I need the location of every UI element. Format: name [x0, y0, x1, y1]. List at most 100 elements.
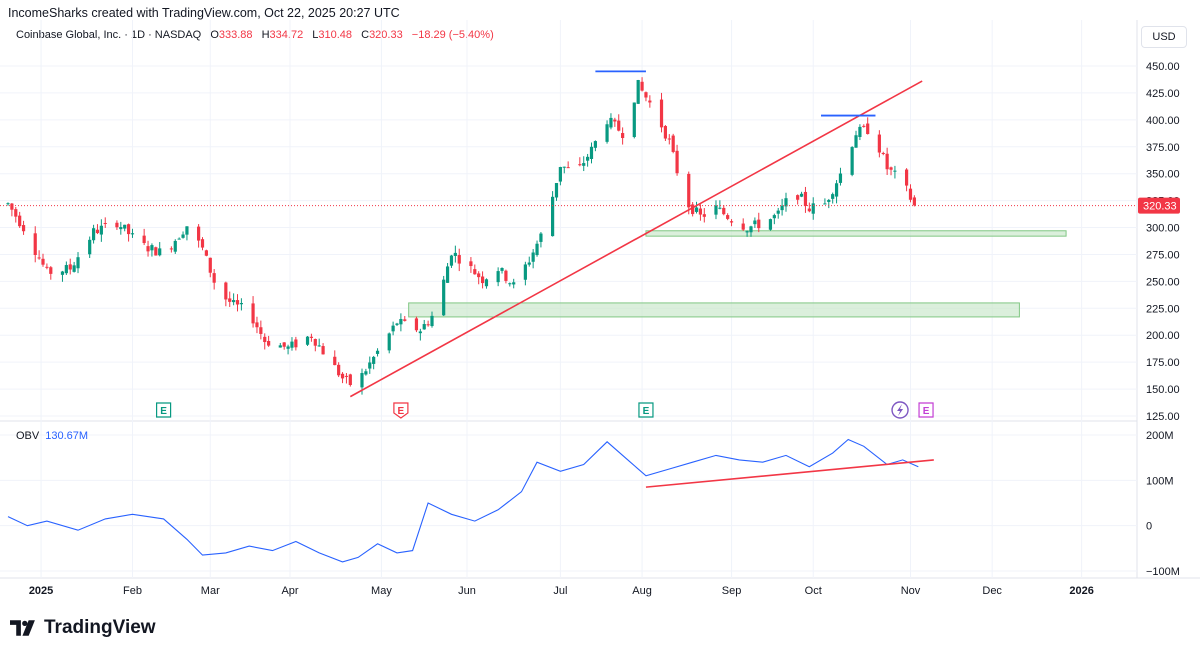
candle-body — [372, 356, 376, 364]
earnings-marker — [156, 402, 172, 418]
candle-body — [263, 336, 267, 343]
candle-body — [142, 235, 146, 244]
candle-body — [562, 166, 566, 168]
time-tick-label: Oct — [805, 585, 822, 597]
price-tick-label: 375.00 — [1146, 142, 1180, 154]
candle-body — [508, 283, 512, 285]
last-price-label: 320.33 — [1143, 201, 1177, 213]
candle-body — [807, 208, 811, 212]
candle-body — [146, 246, 150, 252]
candle-body — [823, 203, 827, 205]
candle-body — [648, 100, 652, 103]
candle-body — [531, 252, 535, 262]
time-tick-label: Jul — [553, 585, 567, 597]
time-tick-label: Sep — [722, 585, 742, 597]
candle-body — [208, 257, 212, 273]
candle-body — [403, 319, 407, 321]
tradingview-brand[interactable]: TradingView — [10, 617, 156, 639]
candle-body — [551, 196, 555, 237]
candle-body — [811, 203, 815, 214]
candle-body — [290, 341, 294, 348]
price-tick-label: 125.00 — [1146, 411, 1180, 423]
candle-body — [722, 207, 726, 215]
candle-body — [6, 203, 10, 205]
candle-body — [426, 324, 430, 326]
candle-body — [862, 125, 866, 127]
symbol-legend: Coinbase Global, Inc. · 1D · NASDAQ O333… — [16, 29, 494, 41]
candle-body — [768, 219, 773, 230]
earnings-marker — [393, 402, 409, 419]
time-axis[interactable]: 2025 Feb Mar Apr May Jun Jul Aug Sep Oct Nov Dec 202… — [29, 585, 1094, 597]
candle-body — [282, 342, 286, 347]
candle-body — [586, 156, 590, 161]
candle-body — [694, 207, 699, 212]
candle-body — [399, 319, 403, 325]
candle-body — [749, 226, 753, 233]
obv-value: 130.67M — [45, 430, 89, 442]
obv-tick-label: 0 — [1146, 521, 1152, 533]
candle-body — [305, 336, 310, 345]
candle-body — [834, 183, 839, 197]
candle-body — [784, 198, 788, 207]
candle-body — [18, 215, 22, 227]
candle-body — [687, 173, 691, 208]
candle-body — [799, 193, 804, 197]
candle-body — [313, 339, 317, 346]
candle-body — [72, 265, 76, 272]
candle-body — [422, 324, 426, 330]
candle-body — [663, 126, 668, 139]
time-tick-label: Jun — [458, 585, 476, 597]
obv-legend[interactable]: OBV 130.67M — [16, 430, 88, 442]
candle-body — [500, 267, 504, 271]
candle-body — [877, 134, 881, 153]
candle-body — [364, 371, 368, 375]
candle-body — [119, 227, 123, 230]
candle-body — [593, 141, 597, 148]
candle-body — [512, 282, 516, 285]
candle-body — [200, 239, 205, 248]
candle-body — [33, 233, 37, 255]
candle-body — [780, 205, 784, 211]
candle-body — [395, 323, 399, 325]
obv-tick-label: 200M — [1146, 430, 1174, 442]
price-tick-label: 400.00 — [1146, 115, 1180, 127]
candle-body — [796, 195, 800, 200]
candle-body — [908, 188, 913, 200]
candle-body — [251, 303, 255, 324]
candle-body — [469, 261, 473, 267]
candle-body — [718, 207, 722, 209]
price-tick-label: 350.00 — [1146, 169, 1180, 181]
candle-body — [838, 173, 843, 183]
candle-body — [831, 194, 835, 199]
candle-body — [49, 267, 53, 274]
candle-body — [753, 220, 757, 225]
candle-body — [177, 238, 181, 240]
candle-body — [640, 81, 644, 91]
candle-body — [88, 239, 92, 255]
candle-body — [317, 345, 321, 347]
drawings[interactable] — [349, 70, 923, 398]
candle-body — [745, 231, 749, 233]
candle-body — [776, 210, 780, 214]
time-tick-label: Feb — [123, 585, 142, 597]
symbol-name[interactable]: Coinbase Global, Inc. · 1D · NASDAQ — [16, 29, 202, 41]
candle-body — [267, 340, 271, 346]
earnings-marker-label: E — [160, 406, 167, 417]
candle-body — [255, 322, 259, 328]
currency-button[interactable]: USD — [1141, 26, 1187, 48]
time-tick-label: Mar — [201, 585, 220, 597]
candle-body — [858, 126, 862, 137]
earnings-marker — [638, 402, 654, 418]
candle-body — [337, 364, 341, 376]
time-tick-label: Dec — [982, 585, 1002, 597]
candle-body — [554, 183, 559, 198]
candle-body — [154, 247, 158, 256]
obv-label: OBV — [16, 430, 40, 442]
price-axis[interactable]: 450.00425.00400.00375.00350.00325.00300.… — [1138, 61, 1180, 578]
candle-body — [691, 204, 695, 215]
candle-body — [294, 339, 298, 348]
candle-body — [850, 147, 854, 175]
